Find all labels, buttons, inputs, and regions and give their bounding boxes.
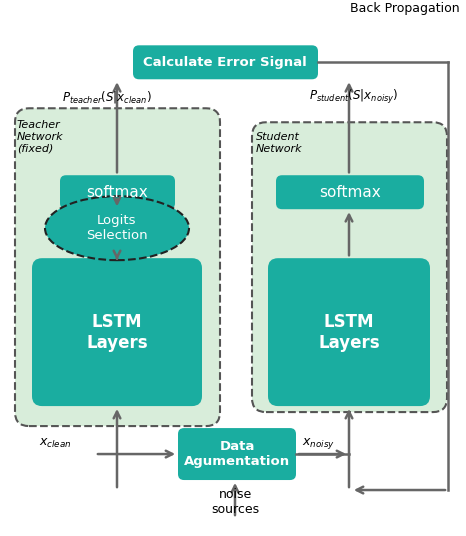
Text: $P_{student}(S|x_{noisy})$: $P_{student}(S|x_{noisy})$ [309,88,399,106]
Text: LSTM
Layers: LSTM Layers [318,312,380,352]
Text: $P_{teacher}(S|x_{clean})$: $P_{teacher}(S|x_{clean})$ [62,90,152,105]
FancyBboxPatch shape [252,122,447,412]
Text: Student
Network: Student Network [256,132,302,154]
Ellipse shape [45,196,189,260]
Text: Calculate Error Signal: Calculate Error Signal [143,56,307,69]
Text: softmax: softmax [86,185,148,200]
Text: $x_{clean}$: $x_{clean}$ [39,436,71,450]
Text: Logits
Selection: Logits Selection [86,214,148,242]
FancyBboxPatch shape [268,258,430,406]
Text: Back Propagation: Back Propagation [350,2,460,15]
Text: noise
sources: noise sources [211,488,259,516]
FancyBboxPatch shape [32,258,202,406]
FancyBboxPatch shape [60,175,175,209]
FancyBboxPatch shape [15,108,220,426]
Text: $x_{noisy}$: $x_{noisy}$ [302,436,335,451]
Text: softmax: softmax [319,185,381,200]
Text: LSTM
Layers: LSTM Layers [86,312,148,352]
FancyBboxPatch shape [133,46,318,79]
Text: Data
Agumentation: Data Agumentation [184,440,290,468]
FancyBboxPatch shape [178,428,296,480]
FancyBboxPatch shape [276,175,424,209]
Text: Teacher
Network
(fixed): Teacher Network (fixed) [17,120,64,153]
